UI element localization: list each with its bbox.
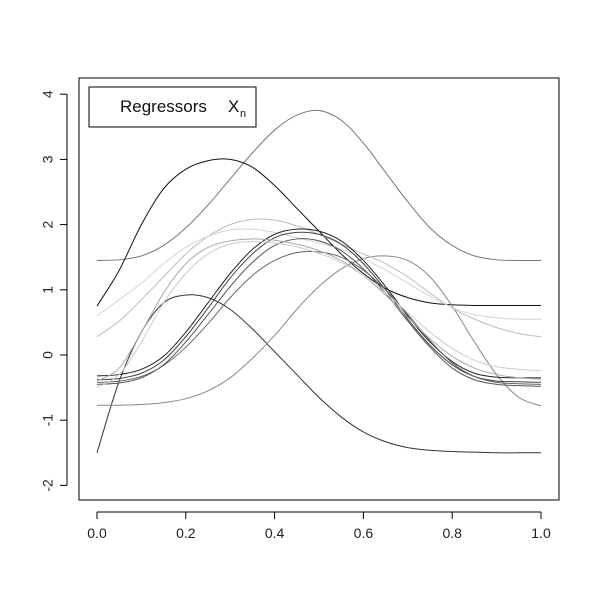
series-line-10 (96, 250, 542, 385)
y-tick-label: -1 (40, 414, 56, 427)
legend: Regressors X n (88, 86, 257, 128)
series-line-4 (96, 255, 542, 407)
y-tick-label: 3 (40, 155, 56, 163)
x-tick-label: 1.0 (531, 525, 551, 541)
series-line-1 (96, 109, 542, 262)
x-tick-label: 0.8 (442, 525, 462, 541)
series-line-12 (96, 241, 542, 389)
y-tick-label: 2 (40, 220, 56, 228)
x-tick-label: 0.2 (176, 525, 196, 541)
series-line-3 (96, 294, 541, 454)
y-tick-label: -2 (40, 479, 56, 492)
series-line-11 (96, 238, 542, 382)
y-tick-label: 1 (40, 286, 56, 294)
legend-symbol: X (228, 97, 239, 116)
x-tick-label: 0.6 (354, 525, 374, 541)
plot-frame (78, 77, 560, 501)
legend-box (88, 86, 257, 128)
x-tick-label: 0.4 (265, 525, 285, 541)
series-layer (96, 109, 542, 454)
series-line-6 (96, 228, 542, 320)
y-tick-label: 4 (40, 90, 56, 98)
legend-subscript: n (240, 108, 246, 120)
series-line-9 (96, 238, 542, 387)
y-axis: -2 -1 0 1 2 3 4 (40, 90, 68, 492)
x-axis: 0.0 0.2 0.4 0.6 0.8 1.0 (87, 511, 551, 541)
y-tick-label: 0 (40, 351, 56, 359)
x-tick-label: 0.0 (87, 525, 107, 541)
series-line-7 (96, 228, 542, 379)
legend-label: Regressors (120, 97, 207, 116)
